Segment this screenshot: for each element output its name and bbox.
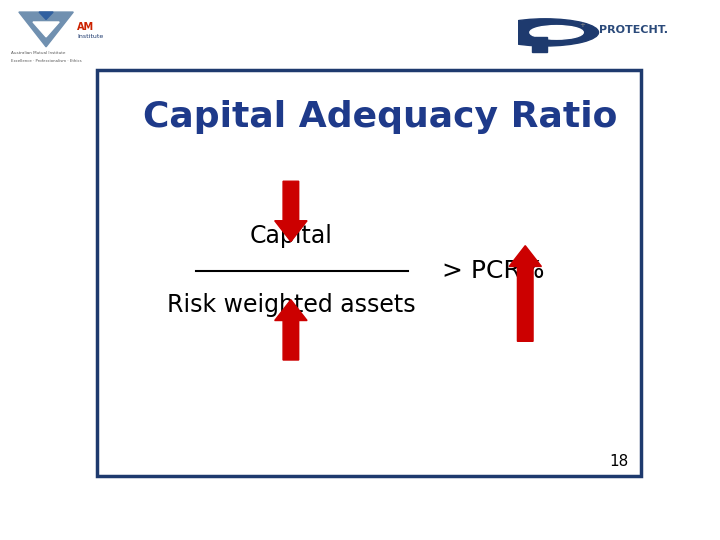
Text: Excellence · Professionalism · Ethics: Excellence · Professionalism · Ethics bbox=[11, 59, 81, 63]
FancyArrow shape bbox=[509, 246, 541, 341]
Text: Institute: Institute bbox=[77, 35, 104, 39]
Text: Capital Adequacy Ratio: Capital Adequacy Ratio bbox=[143, 100, 617, 134]
Text: +: + bbox=[580, 22, 585, 28]
Circle shape bbox=[530, 25, 583, 39]
Circle shape bbox=[492, 19, 598, 46]
Text: AM: AM bbox=[77, 22, 94, 32]
Text: 18: 18 bbox=[609, 454, 629, 469]
Text: Australian Mutual Institute: Australian Mutual Institute bbox=[11, 51, 66, 55]
Bar bbox=[532, 37, 547, 52]
Text: > PCR%: > PCR% bbox=[441, 259, 544, 282]
Text: PROTECHT.: PROTECHT. bbox=[598, 25, 667, 35]
Text: Risk weighted assets: Risk weighted assets bbox=[166, 294, 415, 318]
Polygon shape bbox=[33, 22, 59, 37]
Polygon shape bbox=[39, 12, 53, 19]
FancyArrow shape bbox=[275, 181, 307, 241]
FancyArrow shape bbox=[275, 300, 307, 360]
Polygon shape bbox=[19, 12, 73, 47]
Text: Capital: Capital bbox=[249, 224, 333, 248]
